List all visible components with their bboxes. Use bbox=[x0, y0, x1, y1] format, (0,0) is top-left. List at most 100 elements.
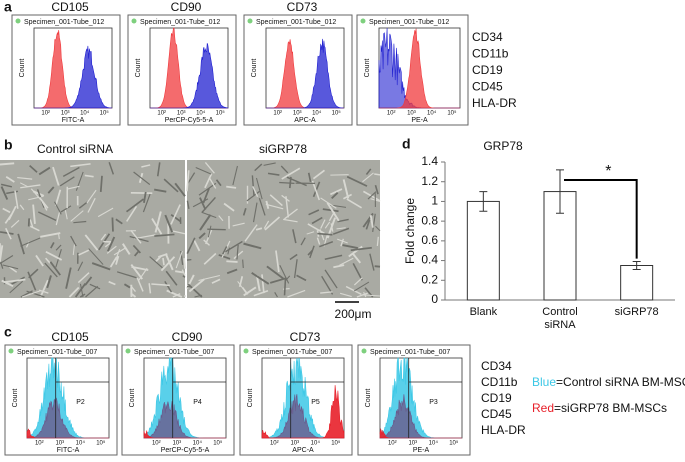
y-axis-label: Count bbox=[364, 59, 371, 78]
cell-texture bbox=[154, 211, 162, 233]
cell-texture bbox=[246, 190, 260, 202]
cell-texture bbox=[5, 175, 15, 183]
x-tick-label: 10⁴ bbox=[196, 110, 206, 117]
cell-texture bbox=[255, 275, 261, 292]
panel-label: c bbox=[4, 324, 12, 340]
chart-title: GRP78 bbox=[483, 139, 523, 153]
gate-label: P3 bbox=[429, 399, 438, 406]
cell-texture bbox=[20, 237, 41, 247]
significance-bracket bbox=[564, 178, 638, 259]
cell-texture bbox=[187, 283, 203, 298]
x-tick-label-box: siGRP78 bbox=[614, 306, 659, 318]
x-tick-label: 10⁴ bbox=[311, 440, 321, 447]
cell-texture bbox=[62, 166, 80, 177]
panel-label: b bbox=[4, 137, 13, 153]
cell-texture bbox=[307, 172, 312, 183]
cell-texture bbox=[242, 259, 244, 269]
histogram-shape bbox=[379, 428, 462, 439]
cell-texture bbox=[242, 208, 247, 216]
cell-texture bbox=[47, 186, 55, 194]
y-axis-label: Count bbox=[251, 59, 258, 78]
cell-texture bbox=[113, 247, 126, 256]
x-tick-label: 10³ bbox=[177, 111, 186, 117]
cell-texture bbox=[288, 176, 292, 189]
image-caption: Control siRNA bbox=[37, 142, 113, 156]
cell-texture bbox=[337, 218, 349, 223]
marker-label: CD34 bbox=[481, 359, 512, 373]
cell-texture bbox=[27, 271, 37, 291]
cell-texture bbox=[171, 230, 186, 235]
y-axis-label: Count bbox=[135, 59, 142, 78]
x-tick-label: siGRP78 bbox=[614, 306, 659, 318]
x-tick-label: 10² bbox=[387, 111, 396, 117]
cell-texture bbox=[195, 167, 212, 175]
cell-texture bbox=[88, 248, 104, 265]
cell-texture bbox=[263, 162, 276, 166]
cell-texture bbox=[312, 169, 326, 180]
cell-texture bbox=[0, 186, 9, 200]
x-axis-label: PerCP-Cy5-5-A bbox=[165, 117, 214, 124]
cell-texture bbox=[164, 280, 173, 293]
cell-texture bbox=[9, 280, 24, 294]
cell-texture bbox=[376, 236, 379, 247]
cell-texture bbox=[236, 244, 239, 260]
cell-texture bbox=[166, 289, 183, 298]
cell-texture bbox=[54, 189, 62, 206]
cell-texture bbox=[70, 235, 77, 247]
cell-texture bbox=[333, 264, 345, 269]
x-tick-label: 10³ bbox=[290, 441, 299, 447]
status-dot bbox=[360, 18, 366, 24]
cell-texture bbox=[374, 173, 381, 176]
cell-texture bbox=[253, 290, 269, 297]
x-tick-label: 10⁵ bbox=[213, 440, 223, 447]
plot-title: CD73 bbox=[287, 0, 318, 14]
cell-texture bbox=[320, 219, 326, 229]
cell-texture bbox=[130, 229, 142, 244]
cell-texture bbox=[279, 181, 295, 185]
cell-texture bbox=[84, 276, 93, 286]
cell-texture bbox=[55, 244, 62, 251]
cell-texture bbox=[283, 278, 287, 296]
x-tick-label: 10³ bbox=[293, 111, 302, 117]
cell-texture bbox=[317, 232, 333, 236]
cell-texture bbox=[29, 219, 34, 228]
plot-title: CD105 bbox=[51, 330, 89, 344]
plot-frame bbox=[357, 344, 471, 456]
cell-texture bbox=[199, 214, 212, 231]
cell-texture bbox=[165, 270, 178, 286]
cell-texture bbox=[226, 260, 238, 263]
histogram-shape bbox=[34, 45, 113, 109]
cell-texture bbox=[293, 259, 298, 279]
cell-texture bbox=[241, 287, 249, 295]
x-tick-label: 10⁴ bbox=[193, 440, 203, 447]
cell-texture bbox=[183, 258, 186, 269]
cell-texture bbox=[307, 223, 325, 235]
cell-texture bbox=[29, 225, 40, 232]
cell-texture bbox=[130, 285, 136, 292]
status-dot bbox=[247, 18, 253, 24]
cell-texture bbox=[66, 185, 80, 190]
cell-texture bbox=[281, 167, 301, 180]
cell-texture bbox=[107, 236, 116, 252]
marker-label: CD34 bbox=[472, 30, 503, 44]
cell-texture bbox=[175, 250, 183, 269]
cell-texture bbox=[352, 263, 363, 281]
cell-texture bbox=[6, 190, 18, 195]
legend-entry: Red=siGRP78 BM-MSCs bbox=[532, 401, 667, 415]
cell-texture bbox=[261, 274, 265, 294]
cell-texture bbox=[352, 253, 362, 264]
cell-texture bbox=[148, 283, 152, 294]
cell-texture bbox=[267, 172, 280, 176]
cell-texture bbox=[65, 267, 72, 289]
legend-text: =siGRP78 BM-MSCs bbox=[554, 401, 667, 415]
cell-texture bbox=[73, 220, 87, 224]
cell-texture bbox=[331, 192, 339, 200]
cell-texture bbox=[254, 163, 263, 172]
error-bar bbox=[632, 261, 641, 270]
cell-texture bbox=[35, 254, 44, 267]
histogram-shape bbox=[262, 385, 345, 439]
cell-texture bbox=[192, 198, 209, 208]
cell-texture bbox=[141, 164, 151, 168]
cell-texture bbox=[0, 254, 14, 264]
cell-texture bbox=[345, 285, 362, 295]
